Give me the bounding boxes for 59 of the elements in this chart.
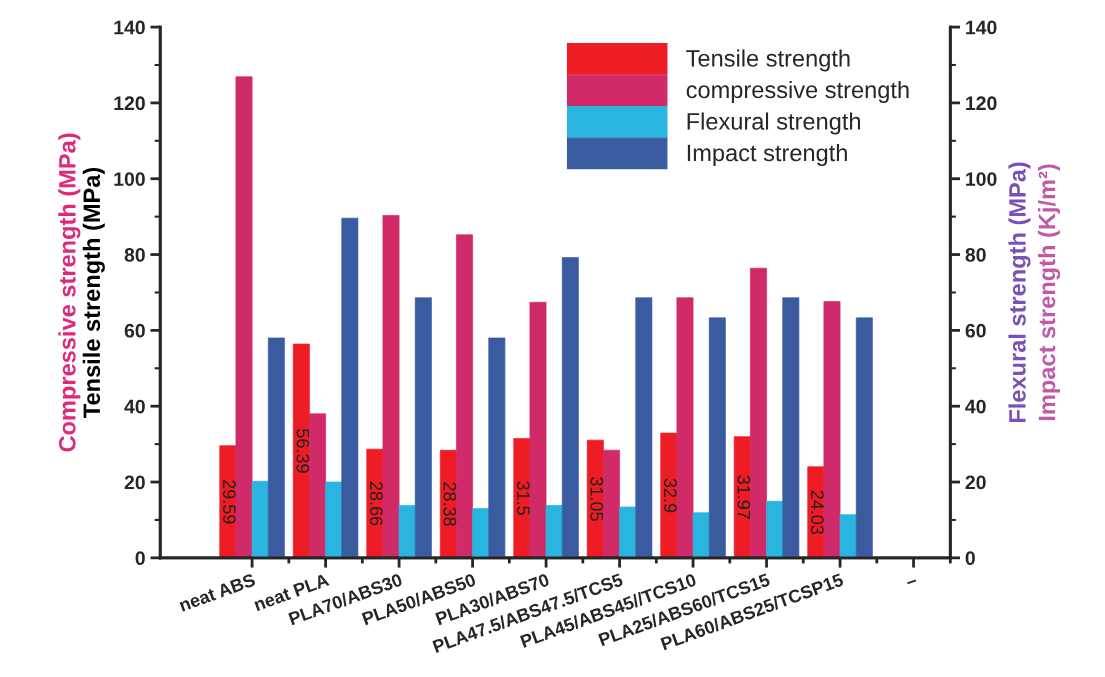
y2-axis-title: Flexural strength (MPa): [1008, 162, 1031, 423]
y2-tick-label: 40: [965, 399, 986, 414]
data-label: 28.38: [443, 482, 457, 526]
y2-tick-label: 0: [965, 551, 975, 566]
bar: [414, 297, 432, 558]
x-tick-label: –: [907, 579, 917, 585]
data-label: 29.59: [222, 480, 236, 524]
bar: [750, 267, 767, 558]
bar: [398, 505, 416, 558]
bar: [603, 449, 620, 558]
y-tick-label: 140: [114, 20, 145, 35]
bar: [855, 317, 873, 558]
bar: [341, 217, 359, 558]
y-tick-label: 0: [135, 551, 145, 566]
data-label: 28.66: [369, 481, 383, 526]
bar: [267, 337, 285, 558]
y2-tick-label: 100: [966, 172, 997, 186]
data-label: 32.9: [663, 478, 677, 513]
bar: [235, 76, 253, 558]
bar: [692, 512, 710, 558]
y-tick-label: 100: [114, 172, 145, 186]
bar: [708, 317, 726, 558]
bar: [782, 297, 800, 558]
text: Compressive strength (MPa): [58, 133, 81, 452]
legend-label: Flexural strength: [687, 112, 860, 135]
y-tick-label: 20: [124, 475, 145, 490]
legend-label: Impact strength: [687, 143, 847, 166]
data-label: 31.97: [737, 475, 751, 519]
bar: [382, 215, 400, 558]
bar: [545, 505, 563, 558]
bar: [635, 297, 653, 558]
bar: [839, 514, 857, 558]
bar: [292, 343, 310, 558]
bar: [766, 501, 784, 558]
data-label: 31.5: [516, 481, 530, 515]
y2-tick-label: 80: [965, 248, 986, 262]
y-tick-label: 40: [124, 399, 145, 414]
bar: [456, 234, 473, 558]
bar: [823, 301, 841, 558]
legend-label: compressive strength: [686, 80, 909, 103]
text: Impact strength (Kj/m²): [1038, 164, 1061, 421]
legend-label: Tensile strength: [686, 49, 850, 72]
y2-tick-label: 20: [965, 475, 986, 490]
y2-tick-label: 60: [965, 323, 986, 338]
y-axis-title: Tensile strength (MPa): [82, 167, 105, 418]
bar: [529, 301, 547, 558]
y-tick-label: 80: [124, 248, 145, 262]
y2-tick-label: 140: [966, 20, 997, 35]
y2-tick-label: 120: [966, 96, 997, 111]
bar: [676, 297, 694, 558]
bar: [561, 257, 579, 558]
data-label: 31.05: [590, 477, 604, 521]
bar: [251, 480, 269, 558]
bar: [472, 508, 490, 558]
y-tick-label: 60: [124, 323, 145, 338]
y-tick-label: 120: [114, 96, 145, 111]
bar: [488, 337, 506, 558]
data-label: 24.03: [810, 490, 824, 535]
data-label: 56.39: [296, 429, 310, 473]
